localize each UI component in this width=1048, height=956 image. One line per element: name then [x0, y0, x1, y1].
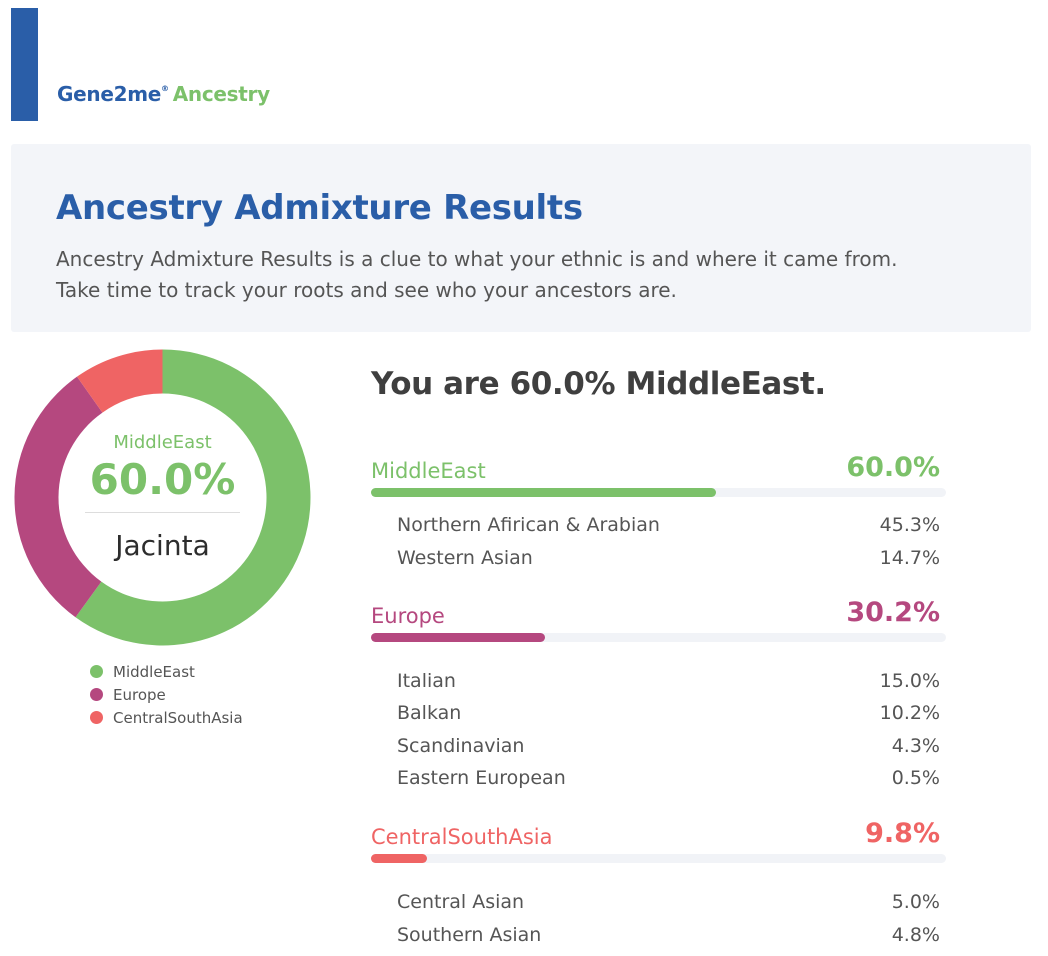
- region-name: Europe: [371, 604, 445, 628]
- brand-accent-bar: [11, 8, 38, 121]
- donut-person-name: Jacinta: [115, 529, 210, 562]
- donut-top-label: MiddleEast: [113, 432, 212, 453]
- ancestry-donut-chart: MiddleEast 60.0% Jacinta: [14, 349, 311, 646]
- legend-item-middleeast: MiddleEast: [90, 660, 243, 683]
- brand-name: Gene2me: [57, 82, 162, 106]
- region-progress-fill: [371, 488, 716, 497]
- subregion-row: Balkan 10.2%: [397, 697, 940, 729]
- region-progress-fill: [371, 633, 545, 642]
- subregion-row: Southern Asian 4.8%: [397, 919, 940, 951]
- subregion-name: Southern Asian: [397, 924, 542, 946]
- legend-dot-icon: [90, 688, 103, 701]
- region-progress-track: [371, 854, 946, 863]
- subregion-row: Scandinavian 4.3%: [397, 730, 940, 762]
- donut-center: MiddleEast 60.0% Jacinta: [14, 349, 311, 646]
- donut-divider: [85, 512, 240, 513]
- region-percent: 30.2%: [846, 597, 940, 628]
- subregion-percent: 4.3%: [891, 735, 940, 757]
- subregion-name: Balkan: [397, 702, 462, 724]
- legend-item-centralsouthasia: CentralSouthAsia: [90, 706, 243, 729]
- subregion-percent: 45.3%: [879, 514, 940, 536]
- legend-label: Europe: [113, 685, 166, 704]
- region-progress-fill: [371, 854, 428, 863]
- region-name: MiddleEast: [371, 459, 486, 483]
- results-headline: You are 60.0% MiddleEast.: [371, 366, 826, 402]
- donut-top-value: 60.0%: [89, 455, 236, 504]
- region-progress-track: [371, 488, 946, 497]
- intro-line-2: Take time to track your roots and see wh…: [56, 278, 677, 302]
- region-name: CentralSouthAsia: [371, 825, 553, 849]
- subregion-row: Italian 15.0%: [397, 665, 940, 697]
- brand-registered-mark: ®: [161, 84, 169, 93]
- legend-item-europe: Europe: [90, 683, 243, 706]
- intro-panel: Ancestry Admixture Results Ancestry Admi…: [11, 144, 1031, 332]
- subregion-name: Western Asian: [397, 547, 533, 569]
- subregion-percent: 5.0%: [891, 891, 940, 913]
- legend-dot-icon: [90, 665, 103, 678]
- subregion-name: Northern Afirican & Arabian: [397, 514, 660, 536]
- legend-label: MiddleEast: [113, 662, 195, 681]
- subregion-percent: 10.2%: [879, 702, 940, 724]
- subregion-row: Eastern European 0.5%: [397, 762, 940, 794]
- subregion-name: Eastern European: [397, 767, 566, 789]
- legend-label: CentralSouthAsia: [113, 708, 243, 727]
- intro-description: Ancestry Admixture Results is a clue to …: [56, 244, 956, 306]
- brand-logo: Gene2me® Ancestry: [57, 82, 270, 106]
- region-progress-track: [371, 633, 946, 642]
- subregion-name: Central Asian: [397, 891, 525, 913]
- brand-product: Ancestry: [172, 82, 270, 106]
- subregion-row: Northern Afirican & Arabian 45.3%: [397, 509, 940, 541]
- subregion-percent: 4.8%: [891, 924, 940, 946]
- subregion-row: Central Asian 5.0%: [397, 886, 940, 918]
- subregion-row: Western Asian 14.7%: [397, 542, 940, 574]
- chart-legend: MiddleEast Europe CentralSouthAsia: [90, 660, 243, 729]
- subregion-percent: 15.0%: [879, 670, 940, 692]
- intro-line-1: Ancestry Admixture Results is a clue to …: [56, 247, 898, 271]
- subregion-percent: 0.5%: [891, 767, 940, 789]
- subregion-name: Scandinavian: [397, 735, 525, 757]
- donut-slice-centralsouthasia: [77, 349, 163, 413]
- donut-slice-middleeast: [75, 349, 311, 646]
- subregion-percent: 14.7%: [879, 547, 940, 569]
- subregion-name: Italian: [397, 670, 456, 692]
- donut-svg: [14, 349, 311, 646]
- donut-slice-europe: [14, 376, 103, 618]
- page-title: Ancestry Admixture Results: [56, 188, 583, 228]
- region-percent: 60.0%: [846, 452, 940, 483]
- region-percent: 9.8%: [865, 818, 940, 849]
- legend-dot-icon: [90, 711, 103, 724]
